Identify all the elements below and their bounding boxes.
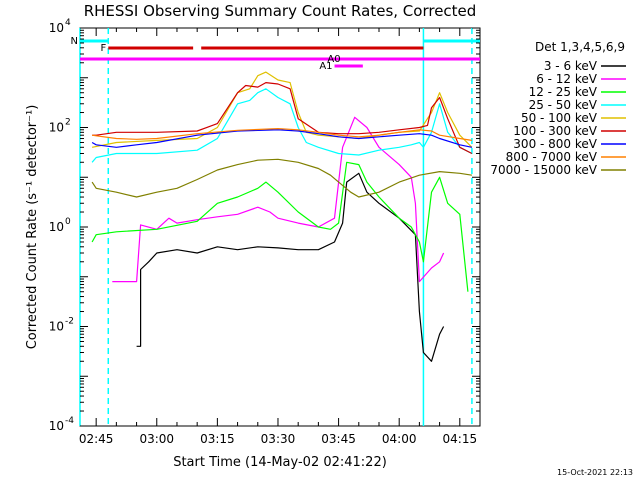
x-tick-label: 04:15 [443,432,478,446]
state-label-a1: A1 [319,61,332,72]
legend-label-4: 50 - 100 keV [521,111,598,125]
series-line-0 [136,172,445,362]
legend-label-8: 7000 - 15000 keV [490,163,597,177]
legend-label-3: 25 - 50 keV [529,98,598,112]
x-tick-label: 03:00 [139,432,174,446]
x-tick-label: 03:15 [200,432,235,446]
y-tick-label: 10 [49,21,64,35]
footer-date: 15-Oct-2021 22:13 [557,468,633,477]
y-tick-exponent: 4 [65,18,71,28]
mode-change-lines [79,28,473,426]
x-axis: 02:45 03:00 03:15 03:30 03:45 04:00 04:15 [79,28,481,446]
series-line-2 [91,161,469,292]
y-tick-exponent: -4 [65,416,74,426]
legend-title: Det 1,3,4,5,6,9 [535,40,625,54]
x-tick-label: 04:00 [382,432,417,446]
series-line-3 [91,88,473,163]
y-tick-label: 10 [49,320,64,334]
y-tick-exponent: 0 [65,217,71,227]
series-line-4 [91,71,473,148]
legend-label-1: 6 - 12 keV [536,72,598,86]
y-tick-label: 10 [49,419,64,433]
state-label-a0: A0 [327,54,340,65]
legend-label-0: 3 - 6 keV [544,59,598,73]
series-line-7 [92,128,472,141]
y-tick-label: 10 [49,121,64,135]
y-tick-label: 10 [49,220,64,234]
series-line-5 [92,82,473,155]
state-label-n: N [71,36,78,47]
series-line-8 [91,158,472,198]
legend-label-7: 800 - 7000 keV [506,150,598,164]
x-tick-label: 03:30 [261,432,296,446]
chart-title: RHESSI Observing Summary Count Rates, Co… [84,2,477,20]
x-tick-label: 03:45 [321,432,356,446]
legend-label-2: 12 - 25 keV [529,85,598,99]
series-line-1 [112,116,445,283]
x-tick-label: 02:45 [79,432,114,446]
y-tick-exponent: 2 [65,118,71,128]
series-line-6 [91,129,473,148]
y-tick-exponent: -2 [65,317,74,327]
y-axis-label: Corrected Count Rate (s⁻¹ detector⁻¹) [25,105,40,350]
series-group [91,71,473,362]
state-label-f: F [101,43,107,54]
legend-label-6: 300 - 800 keV [513,137,597,151]
legend-label-5: 100 - 300 keV [513,124,597,138]
x-axis-label: Start Time (14-May-02 02:41:22) [173,455,387,470]
